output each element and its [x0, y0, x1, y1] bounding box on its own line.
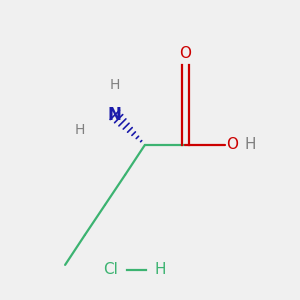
Text: O: O	[179, 46, 191, 61]
Text: H: H	[110, 78, 120, 92]
Text: H: H	[244, 137, 256, 152]
Text: Cl: Cl	[103, 262, 118, 278]
Text: O: O	[226, 137, 238, 152]
Text: H: H	[154, 262, 166, 278]
Text: N: N	[108, 106, 122, 124]
Text: H: H	[75, 123, 85, 137]
